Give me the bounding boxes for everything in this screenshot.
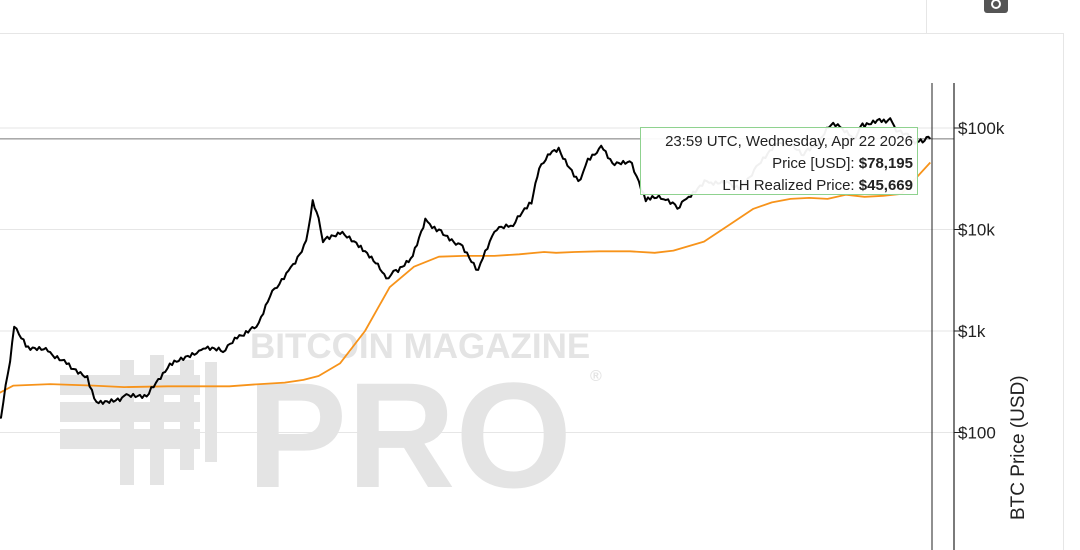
tooltip-price-row: Price [USD]: $78,195 [641, 153, 913, 175]
y-axis: $100 $1k $10k $100k BTC Price (USD) [931, 83, 1029, 550]
chart-toolbar [0, 0, 1064, 34]
watermark-line2: PRO [247, 351, 572, 519]
panel-border [1063, 33, 1064, 550]
tooltip-price-value: $78,195 [858, 155, 913, 172]
toolbar-divider [926, 0, 927, 33]
tooltip-price-label: Price [USD]: [772, 155, 855, 172]
watermark: BITCOIN MAGAZINE PRO ® [60, 327, 602, 519]
watermark-registered: ® [590, 368, 602, 385]
watermark-line1: BITCOIN MAGAZINE [250, 327, 590, 366]
tooltip-time: 23:59 UTC, Wednesday, Apr 22 2026 [665, 133, 913, 150]
watermark-logo-icon [60, 355, 217, 485]
y-tick-label: $10k [958, 221, 995, 240]
y-tick-label: $100 [958, 424, 996, 443]
hover-tooltip: 23:59 UTC, Wednesday, Apr 22 2026 Price … [640, 127, 918, 195]
lth-realized-price-line [0, 161, 931, 394]
tooltip-lth-label: LTH Realized Price: [722, 177, 855, 194]
y-tick-label: $1k [958, 322, 986, 341]
tooltip-lth-value: $45,669 [858, 177, 913, 194]
tooltip-lth-row: LTH Realized Price: $45,669 [641, 175, 913, 197]
y-axis-label: BTC Price (USD) [1008, 375, 1029, 520]
y-tick-label: $100k [958, 119, 1005, 138]
camera-icon[interactable] [982, 0, 1010, 14]
